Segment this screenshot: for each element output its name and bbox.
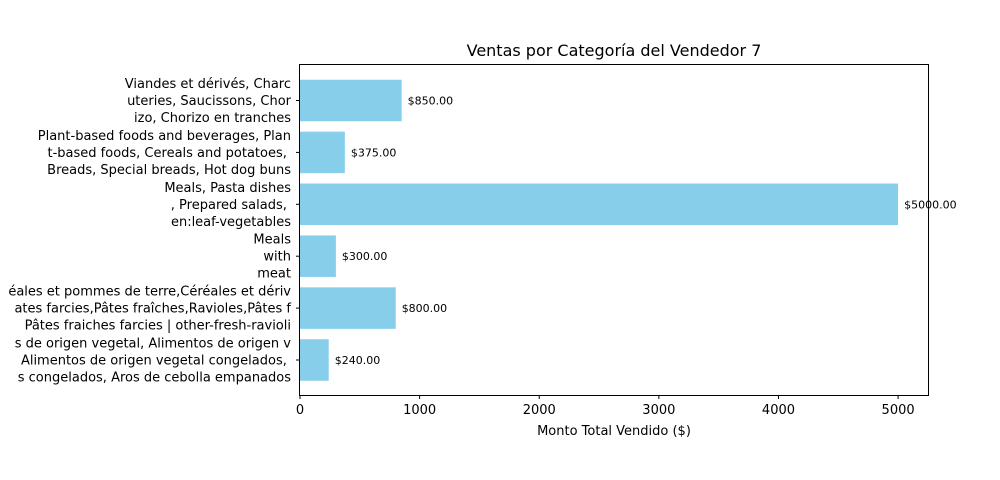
x-axis-label: Monto Total Vendido ($) [537, 424, 691, 439]
category-label-line: with [263, 250, 291, 265]
category-label-line: s de origen vegetal, Alimentos de origen… [15, 337, 292, 352]
data-label: $850.00 [408, 95, 454, 108]
category-label-line: Alimentos de origen vegetal congelados, [21, 354, 291, 369]
plot-frame [299, 64, 929, 396]
category-label-line: Plant-based foods and beverages, Plan [38, 129, 291, 144]
x-tick-label: 0 [296, 403, 304, 418]
category-label-line: Meals [253, 233, 291, 248]
category-label-line: uteries, Saucissons, Chor [127, 94, 292, 109]
bar [300, 131, 345, 174]
category-label-line: éales et pommes de terre,Céréales et dér… [8, 285, 291, 300]
x-tick-label: 4000 [762, 403, 795, 418]
chart-title: Ventas por Categoría del Vendedor 7 [467, 41, 762, 60]
category-label: éales et pommes de terre,Céréales et dér… [8, 285, 291, 334]
bar [300, 183, 899, 226]
category-label-line: en:leaf-vegetables [171, 215, 291, 230]
x-axis-ticks: 0 1000 2000 3000 4000 5000 [296, 395, 915, 418]
category-label: s de origen vegetal, Alimentos de origen… [15, 337, 292, 386]
category-label-line: Meals, Pasta dishes [164, 181, 291, 196]
data-label: $5000.00 [904, 198, 957, 211]
data-label: $300.00 [342, 250, 388, 263]
bars-group: $850.00 $375.00 $5000.00 $300.00 $800.00 $240… [300, 79, 957, 381]
category-label-line: ates farcies,Pâtes fraîches,Ravioles,Pât… [14, 302, 291, 317]
bar [300, 235, 336, 277]
x-tick-label: 5000 [882, 403, 915, 418]
category-labels: Viandes et dérivés, Charc uteries, Saucis… [8, 77, 300, 386]
category-label: Meals, Pasta dishes , Prepared salads, en… [164, 181, 291, 230]
category-label-line: izo, Chorizo en tranches [134, 111, 291, 126]
category-label-line: Pâtes fraiches farcies | other-fresh-rav… [25, 319, 291, 334]
category-label: Viandes et dérivés, Charc uteries, Saucis… [125, 77, 292, 126]
x-tick-label: 2000 [523, 403, 556, 418]
category-label: Plant-based foods and beverages, Plan t-b… [38, 129, 291, 178]
category-label-line: Viandes et dérivés, Charc [125, 77, 291, 92]
category-label-line: s congelados, Aros de cebolla empanados [18, 371, 291, 386]
data-label: $375.00 [351, 146, 397, 159]
data-label: $240.00 [335, 354, 381, 367]
bar [300, 287, 396, 329]
bar [300, 339, 329, 381]
bar [300, 79, 402, 122]
category-label-line: Breads, Special breads, Hot dog buns [47, 163, 291, 178]
data-label: $800.00 [402, 302, 448, 315]
x-tick-label: 3000 [642, 403, 675, 418]
category-label-line: t-based foods, Cereals and potatoes, [48, 146, 292, 161]
x-tick-label: 1000 [403, 403, 436, 418]
category-label-line: , Prepared salads, [171, 198, 291, 213]
category-label: Meals with meat [253, 233, 291, 282]
category-label-line: meat [257, 267, 291, 282]
